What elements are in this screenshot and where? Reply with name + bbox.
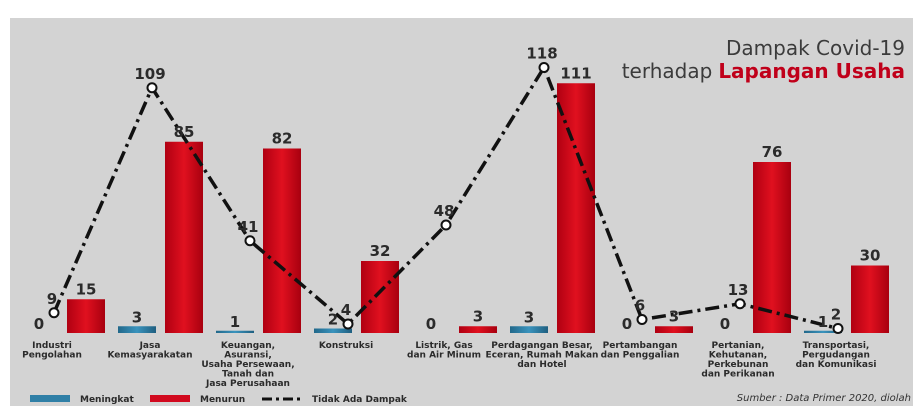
- bar-meningkat: [510, 326, 548, 333]
- value-label-menurun: 111: [560, 64, 591, 82]
- chart-title: Dampak Covid-19 terhadap Lapangan Usaha: [622, 36, 905, 83]
- bar-menurun: [655, 326, 693, 333]
- title-line-1: Dampak Covid-19: [726, 36, 905, 60]
- value-label-tidak-ada-dampak: 13: [728, 281, 749, 299]
- value-label-meningkat: 0: [720, 315, 730, 333]
- legend-swatch-meningkat: [30, 395, 70, 402]
- value-label-meningkat: 2: [328, 311, 338, 329]
- legend: Meningkat Menurun Tidak Ada Dampak: [30, 395, 408, 405]
- bar-meningkat: [314, 328, 352, 333]
- point-tidak-ada-dampak: [832, 323, 844, 334]
- value-label-tidak-ada-dampak: 109: [134, 65, 165, 83]
- category-labels-layer: Industri Pengolahan Jasa Kemasyarakatan Keua…: [22, 341, 876, 389]
- bar-menurun: [165, 141, 203, 333]
- category-label: Industri Pengolahan: [22, 341, 82, 361]
- title-line-2-bold: Lapangan Usaha: [718, 59, 905, 83]
- bar-menurun: [263, 148, 301, 333]
- bar-menurun: [361, 261, 399, 333]
- value-label-tidak-ada-dampak: 6: [635, 297, 645, 315]
- category-label: Keuangan, Asuransi, Usaha Persewaan, Tanah …: [201, 341, 294, 389]
- legend-label-tidak-ada-dampak: Tidak Ada Dampak: [312, 395, 408, 405]
- category-label: Pertanian, Kehutanan, Perkebunan dan Perika…: [701, 341, 774, 380]
- point-tidak-ada-dampak: [146, 82, 158, 94]
- point-tidak-ada-dampak: [244, 235, 256, 247]
- value-label-menurun: 3: [669, 307, 679, 325]
- bar-menurun: [753, 162, 791, 333]
- category-label: Jasa Kemasyarakatan: [107, 341, 192, 361]
- value-label-menurun: 76: [762, 143, 783, 161]
- title-line-2-prefix: terhadap: [622, 59, 713, 83]
- category-label: Perdagangan Besar, Eceran, Rumah Makan dan…: [486, 341, 599, 370]
- value-label-menurun: 30: [860, 247, 881, 265]
- legend-label-menurun: Menurun: [200, 395, 245, 405]
- value-label-menurun: 15: [76, 280, 97, 298]
- category-label: Listrik, Gas dan Air Minum: [407, 341, 481, 361]
- bar-menurun: [557, 83, 595, 333]
- value-label-meningkat: 0: [426, 315, 436, 333]
- value-label-tidak-ada-dampak: 118: [526, 45, 557, 63]
- category-label: Transportasi, Pergudangan dan Komunikasi: [796, 341, 877, 370]
- bar-menurun: [459, 326, 497, 333]
- value-label-menurun: 3: [473, 307, 483, 325]
- value-label-tidak-ada-dampak: 9: [47, 290, 57, 308]
- value-label-tidak-ada-dampak: 48: [434, 202, 455, 220]
- point-tidak-ada-dampak: [636, 314, 648, 325]
- title-line-2: terhadap Lapangan Usaha: [622, 59, 905, 83]
- value-label-meningkat: 1: [230, 313, 240, 331]
- point-tidak-ada-dampak: [734, 298, 746, 310]
- bar-meningkat: [118, 326, 156, 333]
- source-note: Sumber : Data Primer 2020, diolah: [737, 393, 911, 404]
- bars-layer: [67, 83, 889, 333]
- value-label-menurun: 85: [174, 123, 195, 141]
- category-label: Konstruksi: [319, 341, 373, 351]
- point-tidak-ada-dampak: [48, 307, 60, 319]
- value-label-tidak-ada-dampak: 41: [238, 218, 259, 236]
- value-label-meningkat: 3: [524, 308, 534, 326]
- point-tidak-ada-dampak: [440, 219, 452, 231]
- value-label-meningkat: 3: [132, 308, 142, 326]
- legend-label-meningkat: Meningkat: [80, 395, 134, 405]
- point-tidak-ada-dampak: [342, 318, 354, 330]
- value-label-meningkat: 0: [622, 315, 632, 333]
- value-label-menurun: 82: [272, 130, 293, 148]
- bar-meningkat: [216, 330, 254, 333]
- bar-menurun: [67, 299, 105, 333]
- line-layer: [48, 62, 844, 334]
- value-label-tidak-ada-dampak: 4: [341, 301, 351, 319]
- bar-menurun: [851, 265, 889, 333]
- category-label: Pertambangan dan Penggalian: [601, 341, 680, 361]
- legend-swatch-menurun: [150, 395, 190, 402]
- bar-meningkat: [804, 330, 842, 333]
- value-label-menurun: 32: [370, 242, 391, 260]
- value-label-meningkat: 1: [818, 313, 828, 331]
- value-label-meningkat: 0: [34, 315, 44, 333]
- value-label-tidak-ada-dampak: 2: [831, 306, 841, 324]
- point-tidak-ada-dampak: [538, 62, 550, 73]
